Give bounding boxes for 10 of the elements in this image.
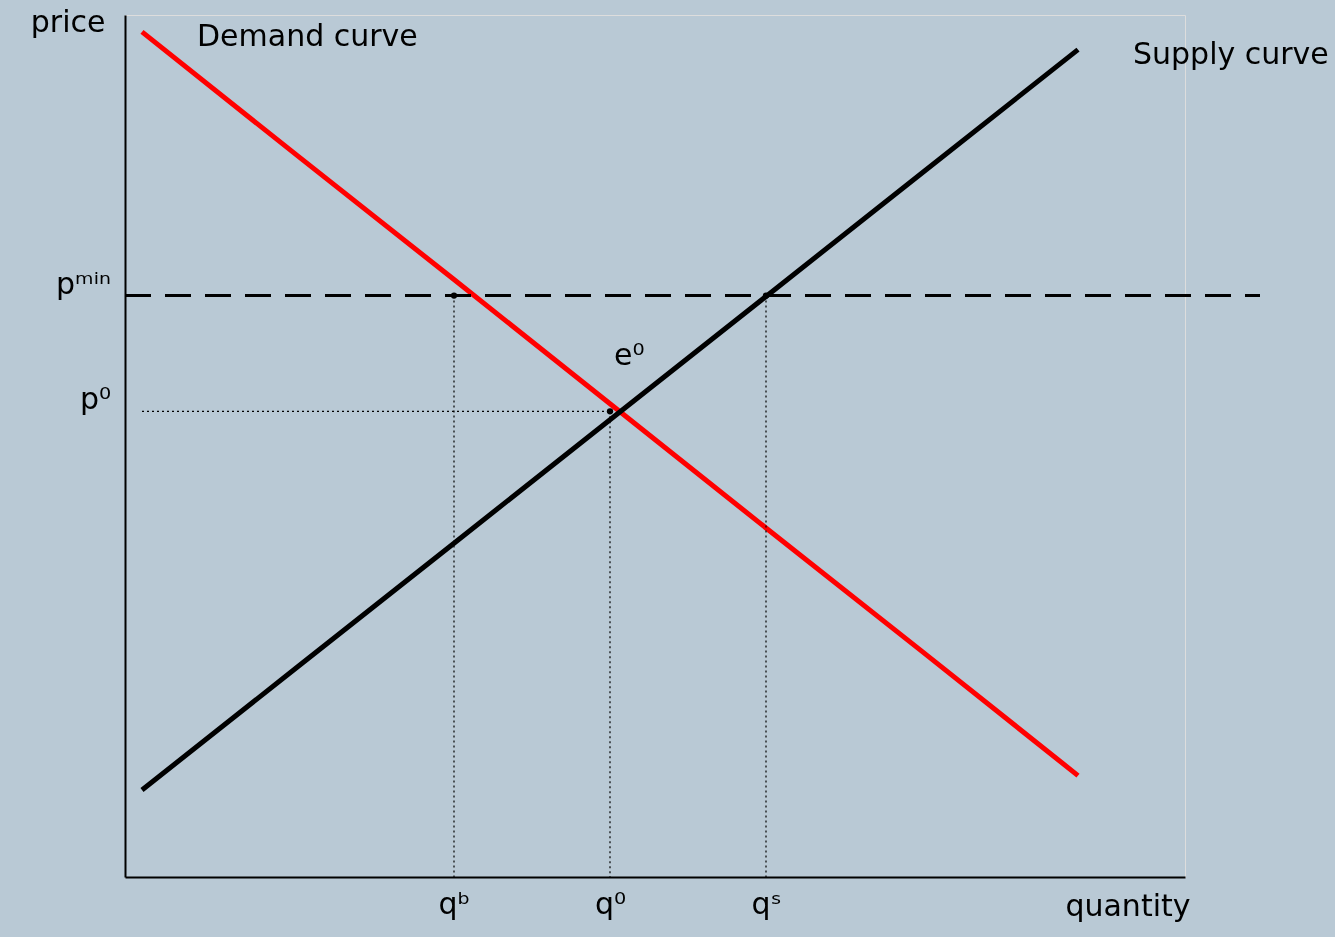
x-axis-title: quantity — [1065, 887, 1191, 923]
series-label: Demand curve — [197, 17, 418, 53]
ref-line-label: pᵐⁱⁿ — [55, 265, 111, 301]
y-axis-title: price — [30, 3, 106, 39]
series-label: Supply curve — [1133, 35, 1329, 71]
annotation: e⁰ — [614, 337, 645, 373]
series-label: p⁰ — [79, 381, 111, 417]
x-tick-label: qᵇ — [438, 885, 471, 921]
x-tick-label: q⁰ — [594, 885, 627, 921]
x-tick-label: qˢ — [751, 885, 782, 921]
